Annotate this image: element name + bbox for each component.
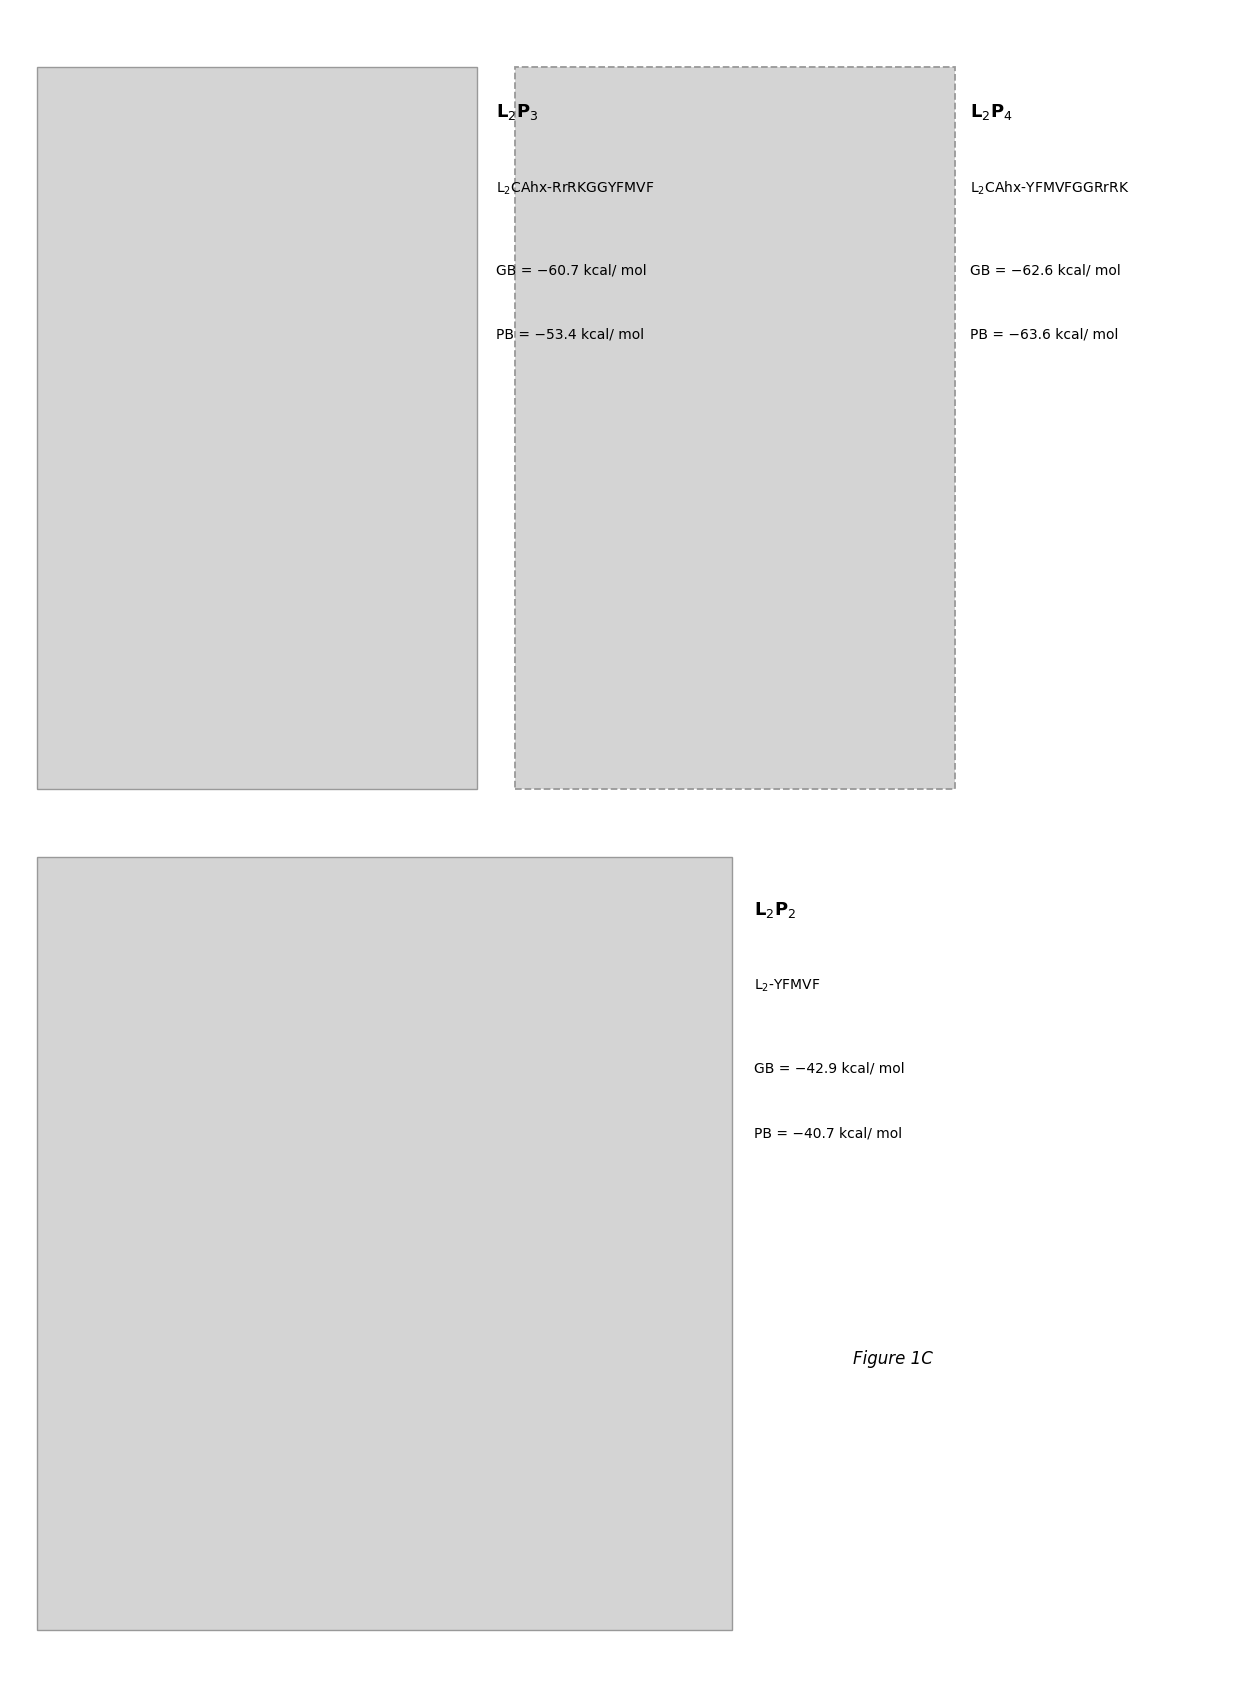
Text: GB = −62.6 kcal/ mol: GB = −62.6 kcal/ mol [970, 263, 1121, 277]
Bar [37, 68, 477, 790]
Text: GB = −42.9 kcal/ mol: GB = −42.9 kcal/ mol [754, 1061, 904, 1075]
Bar [515, 68, 955, 790]
Text: L$_2$CAhx-YFMVFGGRrRK: L$_2$CAhx-YFMVFGGRrRK [970, 180, 1130, 197]
Bar [37, 857, 732, 1630]
Text: L$_2$CAhx-RrRKGGYFMVF: L$_2$CAhx-RrRKGGYFMVF [496, 180, 655, 197]
Text: L$_2$-YFMVF: L$_2$-YFMVF [754, 978, 821, 993]
Text: L$_2$P$_2$: L$_2$P$_2$ [754, 900, 796, 920]
Text: PB = −53.4 kcal/ mol: PB = −53.4 kcal/ mol [496, 328, 644, 341]
Text: L$_2$P$_3$: L$_2$P$_3$ [496, 102, 538, 122]
Text: PB = −63.6 kcal/ mol: PB = −63.6 kcal/ mol [970, 328, 1118, 341]
Text: PB = −40.7 kcal/ mol: PB = −40.7 kcal/ mol [754, 1126, 901, 1139]
Text: Figure 1C: Figure 1C [853, 1350, 932, 1367]
Text: L$_2$P$_4$: L$_2$P$_4$ [970, 102, 1013, 122]
Text: GB = −60.7 kcal/ mol: GB = −60.7 kcal/ mol [496, 263, 646, 277]
